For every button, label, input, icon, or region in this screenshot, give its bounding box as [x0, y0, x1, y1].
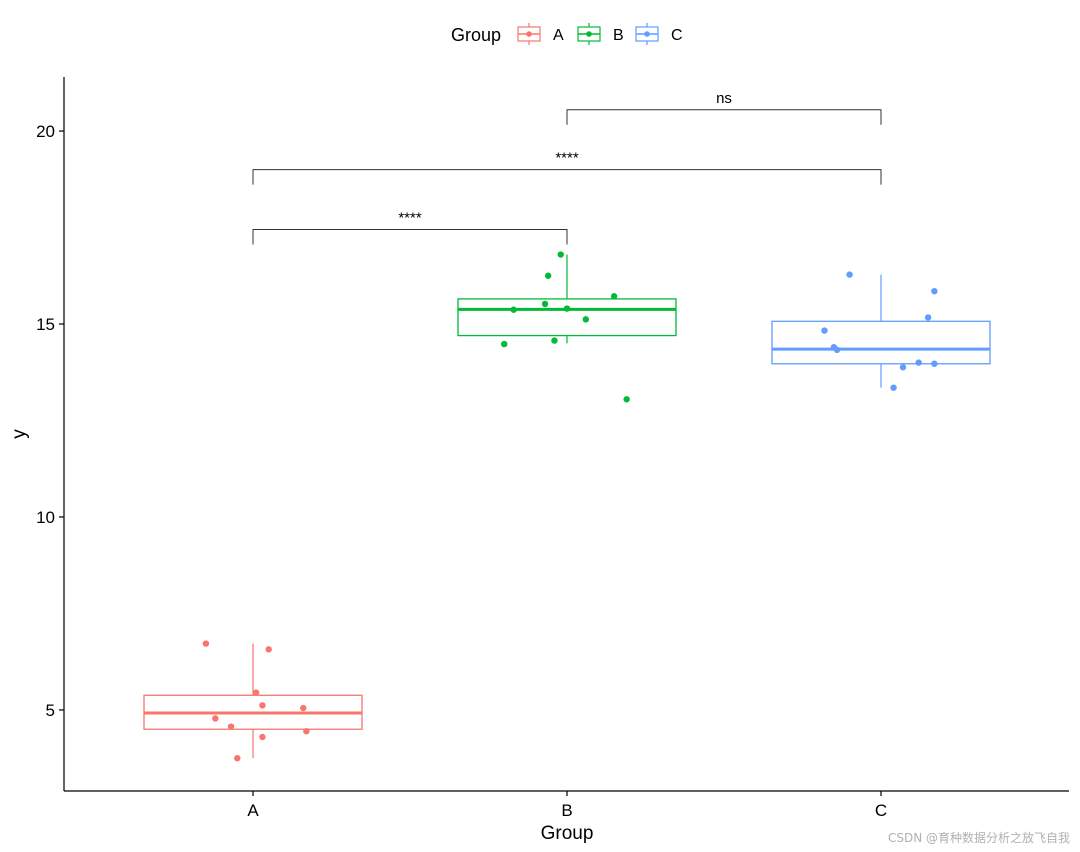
- watermark: CSDN @育种数据分析之放飞自我: [887, 831, 1070, 845]
- legend-label: B: [613, 27, 624, 44]
- data-point: [833, 346, 841, 354]
- y-tick-label: 20: [36, 122, 55, 141]
- x-tick-label: A: [247, 801, 259, 820]
- data-point: [915, 359, 922, 366]
- legend-item-A: A: [517, 23, 564, 45]
- data-point: [563, 305, 571, 312]
- legend-item-C: C: [635, 23, 683, 45]
- data-point: [265, 646, 272, 653]
- box-B: [457, 254, 677, 344]
- data-point: [610, 293, 618, 300]
- significance-bracket: [252, 169, 882, 185]
- data-point: [541, 300, 549, 308]
- data-point: [846, 271, 853, 278]
- data-point: [623, 396, 630, 403]
- y-tick-label: 5: [46, 701, 55, 720]
- data-point: [557, 251, 564, 258]
- legend-key-point: [526, 31, 532, 37]
- data-point: [582, 316, 590, 323]
- y-tick-label: 10: [36, 508, 55, 527]
- data-point: [227, 723, 235, 730]
- data-point: [899, 364, 907, 371]
- data-point: [212, 715, 219, 722]
- legend: Group A B C: [451, 23, 683, 45]
- significance-label: ****: [398, 209, 422, 226]
- x-axis-title: Group: [541, 823, 594, 844]
- data-point: [551, 337, 558, 344]
- significance-label: ns: [716, 90, 732, 107]
- data-point: [259, 733, 266, 741]
- box-A: [143, 643, 363, 759]
- x-tick-label: B: [561, 801, 572, 820]
- box-iqr: [771, 320, 991, 365]
- data-point: [202, 640, 210, 647]
- legend-label: A: [553, 27, 564, 44]
- legend-label: C: [671, 27, 683, 44]
- data-point: [544, 272, 552, 279]
- data-point: [300, 704, 307, 712]
- data-point: [931, 360, 938, 367]
- data-point: [510, 306, 517, 313]
- box-iqr: [457, 298, 677, 337]
- data-point: [821, 327, 828, 334]
- x-tick-label: C: [875, 801, 887, 820]
- y-tick-label: 15: [36, 315, 55, 334]
- y-axis-title: y: [9, 429, 30, 439]
- data-point: [259, 702, 266, 709]
- data-point: [303, 727, 310, 735]
- legend-title: Group: [451, 25, 501, 45]
- data-point: [501, 340, 508, 348]
- legend-key-point: [586, 31, 592, 37]
- significance-bracket: [252, 228, 568, 245]
- data-point: [252, 689, 260, 696]
- significance-label: ****: [555, 150, 579, 167]
- data-point: [924, 314, 932, 321]
- legend-key-point: [644, 31, 650, 37]
- data-point: [890, 384, 897, 391]
- significance-bracket: [566, 109, 882, 125]
- legend-item-B: B: [577, 23, 624, 45]
- box-C: [771, 274, 991, 388]
- data-point: [234, 754, 241, 762]
- data-point: [931, 288, 938, 295]
